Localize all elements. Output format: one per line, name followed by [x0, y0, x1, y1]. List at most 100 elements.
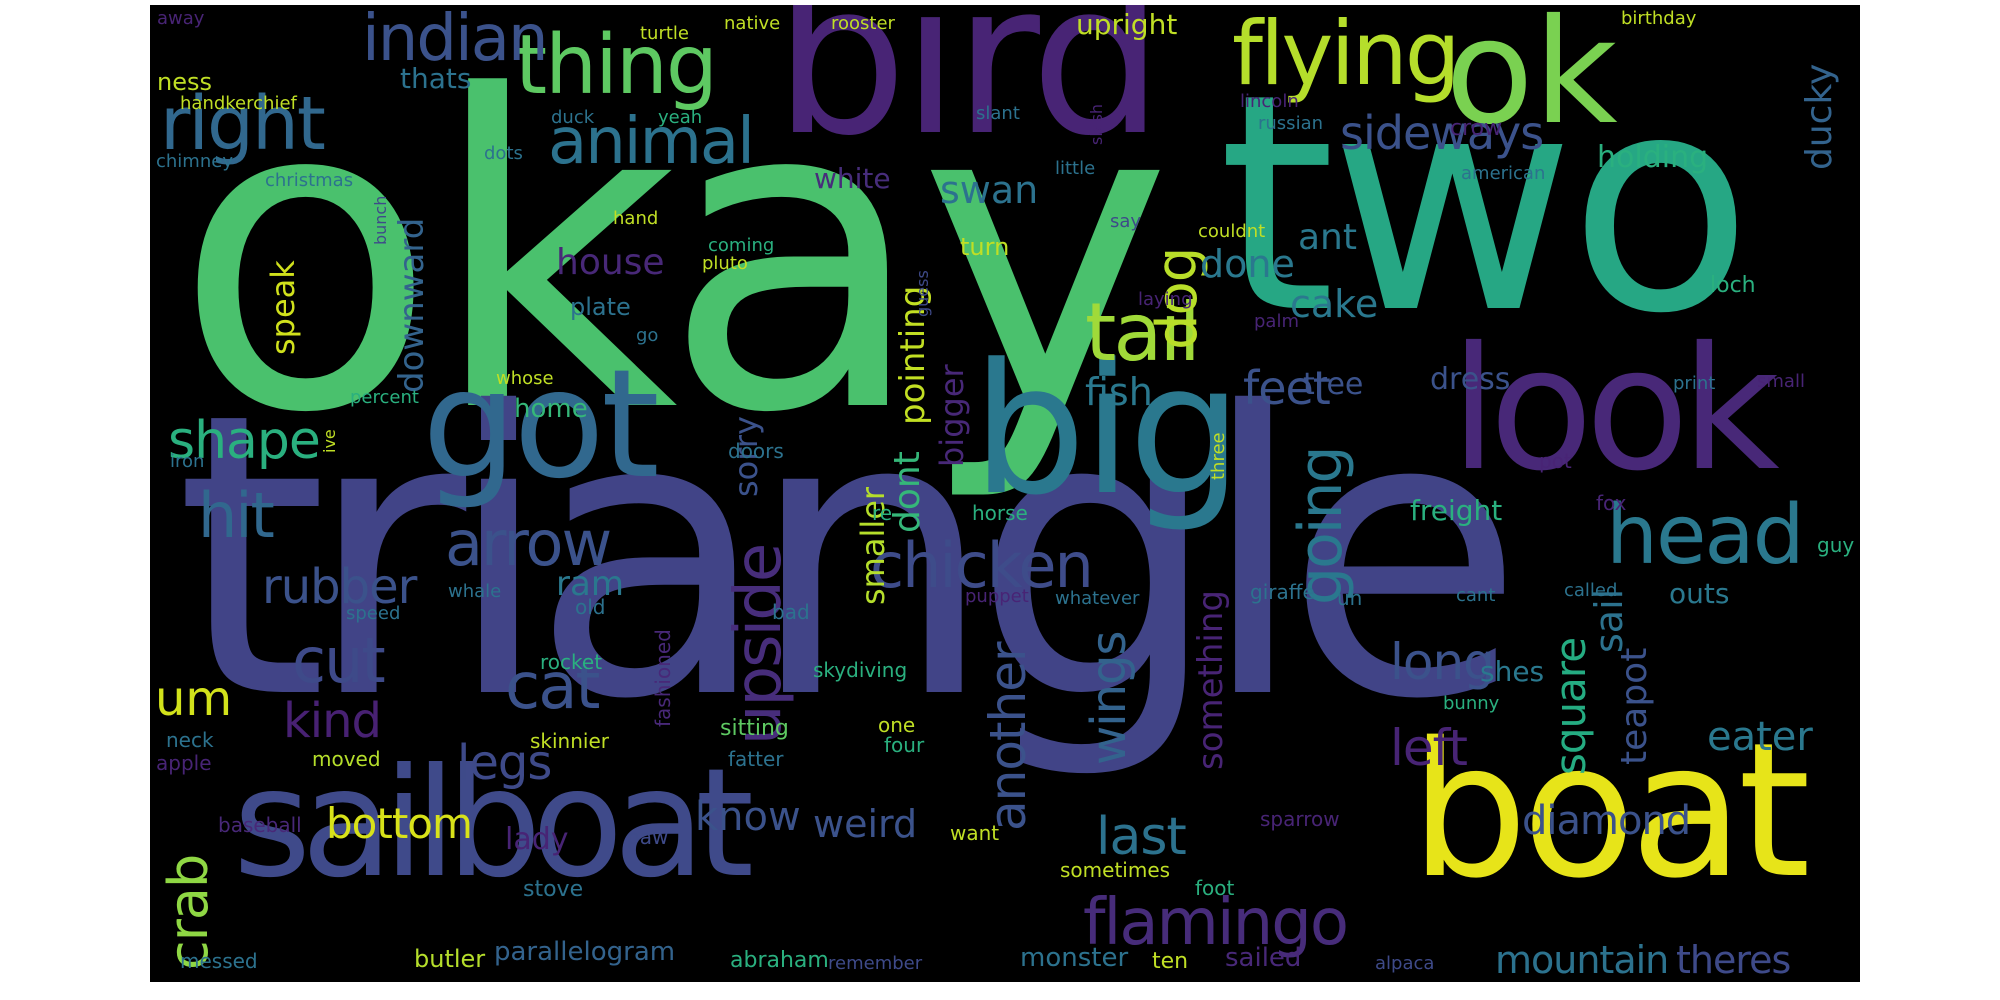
word-whatever: whatever: [1055, 588, 1140, 609]
word-speed: speed: [346, 603, 401, 624]
word-print: print: [1673, 373, 1716, 394]
word-native: native: [724, 13, 781, 34]
word-okay: okay: [174, 7, 1173, 507]
word-uh: uh: [1337, 586, 1363, 610]
word-butler: butler: [414, 945, 486, 973]
word-theres: theres: [1676, 938, 1791, 982]
word-yeah: yeah: [658, 107, 703, 128]
word-tail: tail: [1085, 286, 1201, 379]
word-got: got: [422, 338, 660, 512]
word-tree: tree: [1303, 367, 1364, 402]
word-iron: iron: [170, 451, 205, 472]
word-flying: flying: [1232, 5, 1461, 105]
word-square: square: [1546, 637, 1595, 775]
word-sometimes: sometimes: [1060, 858, 1171, 882]
word-re: re: [872, 501, 893, 525]
word-downward: downward: [392, 217, 432, 393]
word-foot: foot: [1195, 876, 1235, 900]
word-neck: neck: [166, 728, 214, 752]
word-sailed: sailed: [1225, 943, 1302, 973]
word-look: look: [1450, 311, 1780, 509]
word-russian: russian: [1258, 113, 1324, 134]
word-ram: ram: [556, 564, 624, 604]
word-alpaca: alpaca: [1375, 953, 1435, 974]
word-stove: stove: [523, 877, 584, 902]
word-abraham: abraham: [730, 948, 829, 973]
word-kind: kind: [283, 693, 382, 749]
word-indian: indian: [362, 5, 549, 76]
word-doors: doors: [728, 439, 784, 463]
word-sailboat: sailboat: [233, 737, 754, 911]
word-triangle: triangle: [175, 330, 1525, 784]
word-two: two: [1218, 30, 1753, 379]
word-bird: bird: [774, 5, 1164, 182]
word-duck: duck: [551, 107, 595, 128]
word-ten: ten: [1152, 949, 1189, 974]
word-ducky: ducky: [1799, 63, 1840, 170]
word-christmas: christmas: [265, 170, 354, 191]
word-pot: pot: [1539, 449, 1572, 473]
word-fish: fish: [1085, 370, 1153, 414]
word-horse: horse: [972, 501, 1028, 525]
word-um: um: [155, 671, 233, 727]
word-little: little: [1055, 158, 1096, 179]
word-another: another: [979, 642, 1037, 831]
word-something: something: [1191, 589, 1231, 770]
word-rocket: rocket: [540, 650, 603, 674]
word-turtle: turtle: [640, 23, 689, 44]
word-cut: cut: [292, 624, 386, 697]
word-weird: weird: [813, 802, 918, 846]
word-paw: paw: [627, 825, 669, 849]
word-swan: swan: [940, 168, 1039, 212]
word-whose: whose: [496, 368, 554, 389]
word-bottom: bottom: [326, 799, 473, 848]
word-animal: animal: [548, 105, 755, 179]
word-long: long: [1390, 633, 1495, 691]
word-holding: holding: [1597, 140, 1709, 175]
word-one: one: [878, 713, 916, 737]
word-palm: palm: [1254, 311, 1299, 332]
word-couldnt: couldnt: [1198, 221, 1266, 242]
word-outs: outs: [1669, 577, 1730, 610]
word-whale: whale: [448, 581, 502, 602]
word-coming: coming: [708, 235, 775, 256]
word-speak: speak: [264, 260, 302, 355]
word-remember: remember: [828, 953, 923, 974]
word-guy: guy: [1817, 533, 1855, 557]
word-ok: ok: [1445, 5, 1618, 157]
word-pluto: pluto: [702, 253, 748, 274]
word-thats: thats: [400, 62, 472, 95]
word-sideways: sideways: [1340, 106, 1544, 160]
word-turn: turn: [960, 233, 1010, 261]
word-home: home: [514, 394, 588, 424]
word-bunny: bunny: [1443, 693, 1500, 714]
word-plate: plate: [570, 293, 631, 321]
word-rooster: rooster: [831, 13, 895, 34]
word-freight: freight: [1410, 494, 1503, 527]
word-bunch: bunch: [371, 195, 390, 245]
word-know: know: [695, 794, 801, 840]
word-slash: slash: [1087, 103, 1106, 145]
word-four: four: [884, 733, 925, 757]
word-house: house: [556, 242, 665, 283]
word-skydiving: skydiving: [813, 658, 908, 682]
word-away: away: [157, 8, 205, 29]
word-chicken: chicken: [870, 529, 1094, 602]
word-handkerchief: handkerchief: [180, 93, 297, 114]
word-loch: loch: [1710, 273, 1756, 298]
word-small: small: [1757, 371, 1805, 392]
word-hit: hit: [198, 479, 275, 552]
word-legs: legs: [457, 735, 552, 791]
word-fashioned: fashioned: [651, 629, 675, 727]
word-dress: dress: [1430, 362, 1511, 397]
word-ness: ness: [157, 68, 212, 96]
word-apple: apple: [156, 751, 212, 775]
word-want: want: [950, 821, 1000, 845]
word-giraffe: giraffe: [1250, 580, 1315, 604]
word-cant: cant: [1456, 585, 1496, 606]
word-hand: hand: [613, 208, 659, 229]
word-birthday: birthday: [1621, 8, 1697, 29]
word-last: last: [1096, 807, 1187, 867]
word-moved: moved: [312, 747, 381, 771]
word-diamond: diamond: [1522, 798, 1691, 844]
